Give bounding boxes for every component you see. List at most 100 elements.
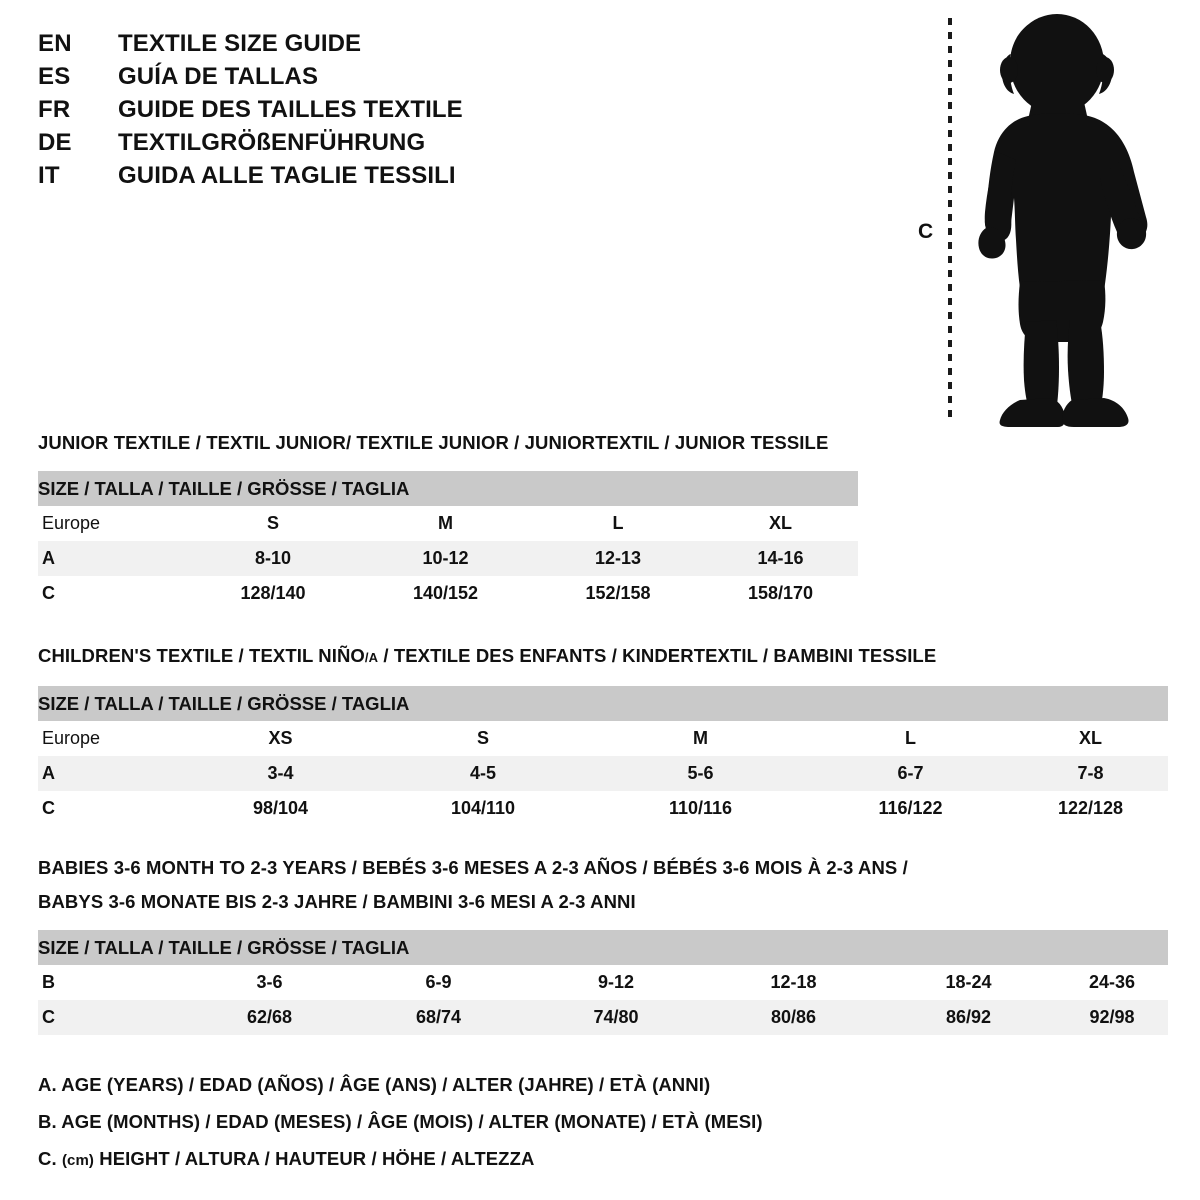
section-title-babies-line1: BABIES 3-6 MONTH TO 2-3 YEARS / BEBÉS 3-… xyxy=(38,857,908,878)
babies-row-c-c6: 92/98 xyxy=(1056,1000,1169,1035)
title-text-en: TEXTILE SIZE GUIDE xyxy=(118,30,362,57)
title-text-de: TEXTILGRÖßENFÜHRUNG xyxy=(118,129,426,156)
section-title-junior: JUNIOR TEXTILE / TEXTIL JUNIOR/ TEXTILE … xyxy=(38,432,829,453)
babies-row-b-c6: 24-36 xyxy=(1089,972,1136,992)
title-row-fr: FR GUIDE DES TAILLES TEXTILE xyxy=(38,96,598,129)
section-childrens-textile: CHILDREN'S TEXTILE / TEXTIL NIÑO/A / TEX… xyxy=(38,641,1169,826)
title-lang-it: IT xyxy=(38,162,60,189)
junior-row-c-s: 128/140 xyxy=(240,583,306,603)
title-text-it: GUIDA ALLE TAGLIE TESSILI xyxy=(118,162,456,189)
junior-row-c-xl: 158/170 xyxy=(747,583,814,603)
children-row-a-xs: 3-4 xyxy=(188,756,373,791)
babies-row-c-label: C xyxy=(38,1000,188,1035)
section-title-children-pre: CHILDREN'S TEXTILE / TEXTIL NIÑO xyxy=(38,645,365,666)
junior-row-a-label: A xyxy=(38,541,188,576)
children-header-rowlabel: Europe xyxy=(42,728,101,748)
title-text-fr: GUIDE DES TAILLES TEXTILE xyxy=(118,96,463,123)
table-row: A 8-10 10-12 12-13 14-16 xyxy=(38,541,859,576)
children-row-c-label: C xyxy=(42,798,55,818)
table-row: B 3-6 6-9 9-12 12-18 18-24 24-36 xyxy=(38,965,1168,1000)
junior-size-l: L xyxy=(612,513,624,533)
table-row: C 128/140 140/152 152/158 158/170 xyxy=(38,576,858,611)
children-size-table: SIZE / TALLA / TAILLE / GRÖSSE / TAGLIA … xyxy=(38,686,1169,826)
children-size-xs: XS xyxy=(268,728,293,748)
toddler-silhouette-icon xyxy=(958,12,1158,427)
height-measure-label: C xyxy=(918,220,934,243)
title-text-es: GUÍA DE TALLAS xyxy=(118,63,319,90)
children-size-bar-row: SIZE / TALLA / TAILLE / GRÖSSE / TAGLIA xyxy=(38,686,1169,721)
legend-line-a: A. AGE (YEARS) / EDAD (AÑOS) / ÂGE (ANS)… xyxy=(38,1074,711,1095)
title-lang-es: ES xyxy=(38,63,71,90)
children-size-l: L xyxy=(905,728,916,748)
children-row-c-xl: 122/128 xyxy=(1057,798,1124,818)
babies-row-c-c1: 62/68 xyxy=(188,1000,351,1035)
legend-line-c-unit: (cm) xyxy=(61,1152,95,1169)
section-title-babies-line2: BABYS 3-6 MONATE BIS 2-3 JAHRE / BAMBINI… xyxy=(38,891,636,912)
babies-row-b-c1: 3-6 xyxy=(256,972,283,992)
junior-row-c-m: 140/152 xyxy=(412,583,479,603)
junior-row-a-xl: 14-16 xyxy=(703,541,859,576)
junior-header-row: Europe S M L XL xyxy=(38,506,858,541)
children-row-a-l: 6-7 xyxy=(808,756,1013,791)
children-row-a-xl: 7-8 xyxy=(1013,756,1169,791)
children-row-c-l: 116/122 xyxy=(878,798,943,818)
babies-row-b-c3: 9-12 xyxy=(597,972,635,992)
junior-header-rowlabel: Europe xyxy=(42,513,101,533)
height-measure-dashed-line xyxy=(948,18,952,421)
children-size-m: M xyxy=(693,728,708,748)
section-title-children-post: / TEXTILE DES ENFANTS / KINDERTEXTIL / B… xyxy=(378,645,937,666)
children-row-c-s: 104/110 xyxy=(450,798,516,818)
babies-size-bar-label: SIZE / TALLA / TAILLE / GRÖSSE / TAGLIA xyxy=(38,930,1169,965)
babies-row-c-c2: 68/74 xyxy=(351,1000,526,1035)
section-junior-textile: JUNIOR TEXTILE / TEXTIL JUNIOR/ TEXTILE … xyxy=(38,428,859,611)
babies-row-b-c2: 6-9 xyxy=(425,972,452,992)
table-row: A 3-4 4-5 5-6 6-7 7-8 xyxy=(38,756,1169,791)
babies-row-c-c3: 74/80 xyxy=(526,1000,706,1035)
section-title-children-sub: /A xyxy=(364,650,379,665)
junior-size-s: S xyxy=(266,513,279,533)
title-lang-de: DE xyxy=(38,129,72,156)
junior-size-table: SIZE / TALLA / TAILLE / GRÖSSE / TAGLIA … xyxy=(38,471,859,611)
children-size-bar-label: SIZE / TALLA / TAILLE / GRÖSSE / TAGLIA xyxy=(38,686,1169,721)
legend-line-c-post: HEIGHT / ALTURA / HAUTEUR / HÖHE / ALTEZ… xyxy=(94,1148,535,1169)
title-lang-en: EN xyxy=(38,30,72,57)
babies-row-b-c5: 18-24 xyxy=(945,972,992,992)
section-babies-textile: BABIES 3-6 MONTH TO 2-3 YEARS / BEBÉS 3-… xyxy=(38,853,1169,1035)
table-row: C 62/68 68/74 74/80 80/86 86/92 92/98 xyxy=(38,1000,1169,1035)
babies-row-c-c5: 86/92 xyxy=(881,1000,1056,1035)
children-row-c-m: 110/116 xyxy=(668,798,733,818)
children-row-c-xs: 98/104 xyxy=(252,798,309,818)
children-row-a-s: 4-5 xyxy=(373,756,593,791)
title-row-de: DE TEXTILGRÖßENFÜHRUNG xyxy=(38,129,598,162)
babies-row-b-label: B xyxy=(42,972,55,992)
junior-size-m: M xyxy=(438,513,453,533)
children-row-a-m: 5-6 xyxy=(593,756,808,791)
junior-row-a-m: 10-12 xyxy=(358,541,533,576)
title-lang-fr: FR xyxy=(38,96,71,123)
title-row-it: IT GUIDA ALLE TAGLIE TESSILI xyxy=(38,162,598,195)
section-title-children: CHILDREN'S TEXTILE / TEXTIL NIÑO/A / TEX… xyxy=(38,641,1168,673)
babies-size-bar-row: SIZE / TALLA / TAILLE / GRÖSSE / TAGLIA xyxy=(38,930,1169,965)
junior-size-xl: XL xyxy=(769,513,793,533)
babies-row-b-c4: 12-18 xyxy=(770,972,817,992)
children-header-row: Europe XS S M L XL xyxy=(38,721,1168,756)
children-size-s: S xyxy=(476,728,489,748)
babies-row-c-c4: 80/86 xyxy=(706,1000,881,1035)
title-block: EN TEXTILE SIZE GUIDE ES GUÍA DE TALLAS … xyxy=(38,30,598,195)
children-size-xl: XL xyxy=(1079,728,1103,748)
legend-line-b: B. AGE (MONTHS) / EDAD (MESES) / ÂGE (MO… xyxy=(38,1111,763,1132)
title-row-es: ES GUÍA DE TALLAS xyxy=(38,63,598,96)
legend-line-c-pre: C. xyxy=(38,1148,62,1169)
junior-row-a-s: 8-10 xyxy=(188,541,358,576)
children-row-a-label: A xyxy=(38,756,188,791)
junior-row-c-l: 152/158 xyxy=(585,583,651,603)
junior-row-c-label: C xyxy=(42,583,55,603)
legend-block: A. AGE (YEARS) / EDAD (AÑOS) / ÂGE (ANS)… xyxy=(38,1066,763,1179)
junior-row-a-l: 12-13 xyxy=(533,541,703,576)
table-row: C 98/104 104/110 110/116 116/122 122/128 xyxy=(38,791,1168,826)
legend-line-c: C. (cm) HEIGHT / ALTURA / HAUTEUR / HÖHE… xyxy=(38,1140,763,1179)
babies-size-table: SIZE / TALLA / TAILLE / GRÖSSE / TAGLIA … xyxy=(38,930,1169,1035)
title-row-en: EN TEXTILE SIZE GUIDE xyxy=(38,30,598,63)
junior-size-bar-label: SIZE / TALLA / TAILLE / GRÖSSE / TAGLIA xyxy=(38,471,859,506)
